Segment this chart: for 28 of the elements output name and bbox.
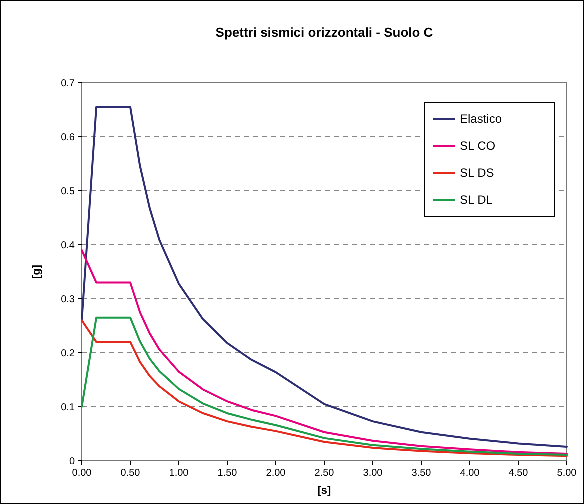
y-axis-title: [g] [31, 264, 43, 280]
x-axis-title: [s] [318, 485, 332, 497]
x-tick-label: 0.00 [72, 468, 92, 479]
line-series [81, 106, 568, 448]
legend-label: SL DL [460, 193, 494, 208]
y-tick-label: 0.2 [61, 348, 76, 360]
x-tick-label: 4.00 [460, 468, 480, 479]
legend-label: SL CO [460, 139, 496, 154]
legend-label: Elastico [460, 112, 502, 126]
x-tick-label: 2.50 [314, 468, 335, 479]
y-tick-label: 0.4 [61, 240, 76, 252]
y-tick-label: 0.7 [61, 78, 76, 90]
x-tick-label: 4.50 [508, 468, 529, 479]
x-tick-label: 3.50 [412, 468, 432, 479]
x-tick-label: 1.00 [169, 468, 190, 479]
y-tick-label: 0.1 [61, 402, 76, 414]
y-tick-label: 0.5 [61, 186, 76, 198]
line-series [81, 249, 568, 455]
legend-label: SL DS [460, 166, 494, 180]
y-tick-label: 0.3 [61, 294, 76, 306]
x-tick-label: 5.00 [557, 468, 578, 479]
x-tick-label: 3.00 [363, 468, 384, 479]
y-tick-label: 0.6 [61, 132, 76, 144]
y-tick-label: 0 [69, 456, 76, 468]
x-tick-label: 1.50 [218, 468, 238, 479]
chart-title: Spettri sismici orizzontali - Suolo C [216, 25, 434, 40]
x-tick-label: 2.00 [266, 468, 286, 479]
x-tick-label: 0.50 [120, 468, 141, 479]
